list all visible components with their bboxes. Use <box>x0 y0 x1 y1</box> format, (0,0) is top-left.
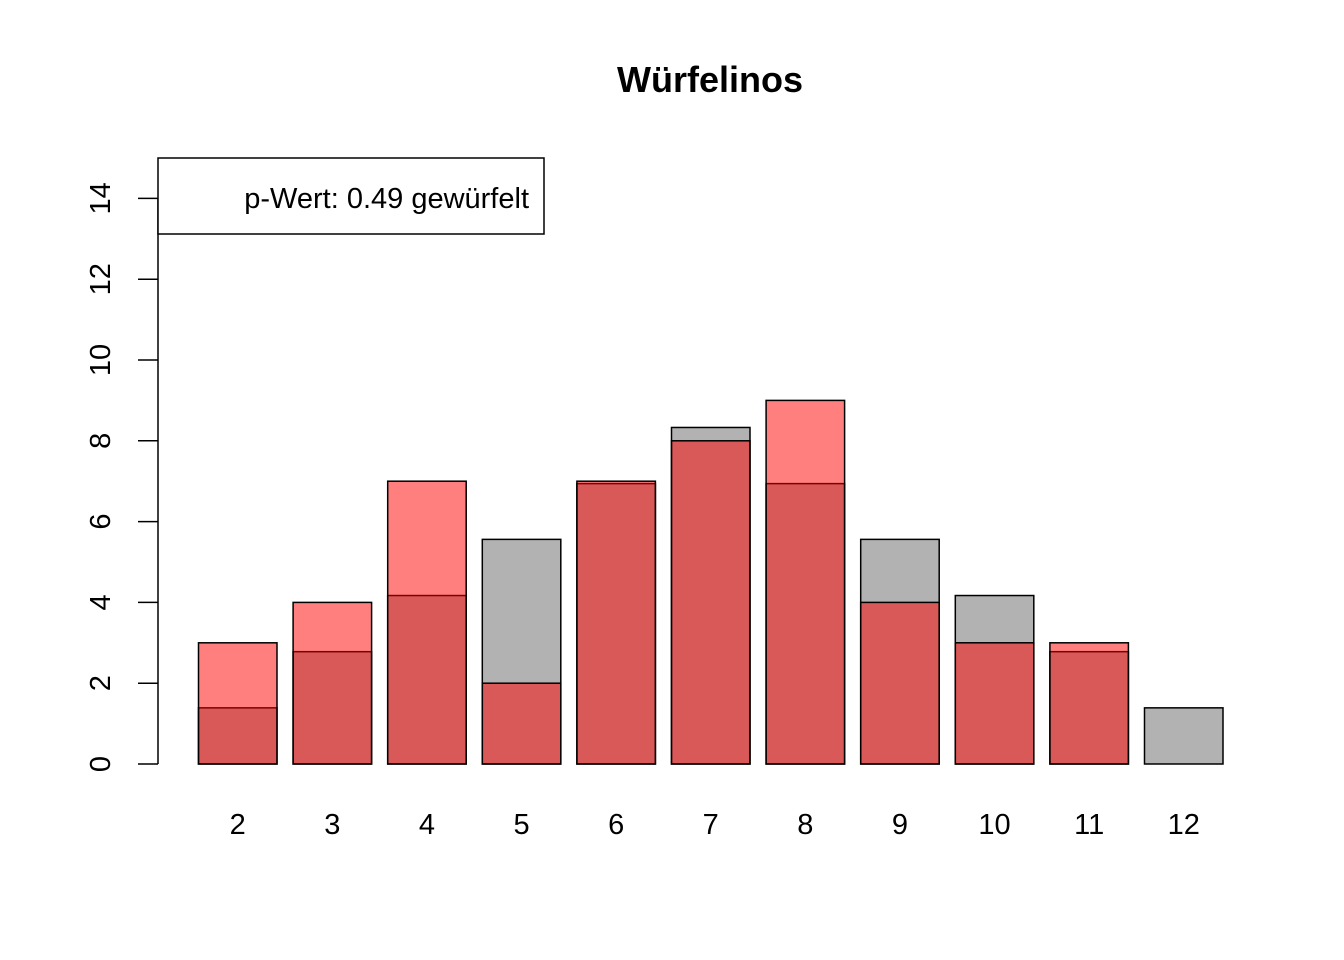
x-tick-label: 7 <box>703 809 719 841</box>
chart-title: Würfelinos <box>617 59 803 100</box>
observed-series <box>197 399 1130 765</box>
x-tick-label: 8 <box>797 809 813 841</box>
observed-bar-9 <box>859 601 940 765</box>
x-tick-label: 3 <box>324 809 340 841</box>
legend-text: p-Wert: 0.49 gewürfelt <box>244 183 529 215</box>
observed-bar-10 <box>954 642 1035 765</box>
x-tick-label: 9 <box>892 809 908 841</box>
x-tick-label: 6 <box>608 809 624 841</box>
y-tick-label: 6 <box>85 514 117 530</box>
x-axis-labels: 2 3 4 5 6 7 8 9 10 11 12 <box>230 809 1200 841</box>
observed-bar-7 <box>670 440 751 765</box>
x-tick-label: 11 <box>1074 809 1104 841</box>
x-tick-label: 4 <box>419 809 435 841</box>
observed-bar-11 <box>1049 642 1130 765</box>
x-tick-label: 2 <box>230 809 246 841</box>
y-tick-label: 0 <box>85 756 117 772</box>
y-axis: 0 2 4 6 8 10 12 14 <box>85 182 159 772</box>
expected-bar-12 <box>1143 707 1224 765</box>
y-tick-label: 10 <box>85 344 117 376</box>
observed-bar-4 <box>386 480 467 765</box>
y-tick-label: 4 <box>85 594 117 610</box>
y-tick-label: 8 <box>85 433 117 449</box>
legend-box <box>157 157 545 235</box>
observed-bar-3 <box>292 601 373 765</box>
y-tick-label: 14 <box>85 182 117 214</box>
observed-bar-6 <box>576 480 657 765</box>
observed-bar-2 <box>197 642 278 765</box>
x-tick-label: 10 <box>978 809 1010 841</box>
observed-bar-8 <box>765 399 846 765</box>
legend: p-Wert: 0.49 gewürfelt <box>157 157 545 235</box>
y-tick-label: 2 <box>85 675 117 691</box>
observed-bar-5 <box>481 682 562 765</box>
x-tick-label: 5 <box>513 809 529 841</box>
y-tick-label: 12 <box>85 263 117 295</box>
x-tick-label: 12 <box>1168 809 1200 841</box>
